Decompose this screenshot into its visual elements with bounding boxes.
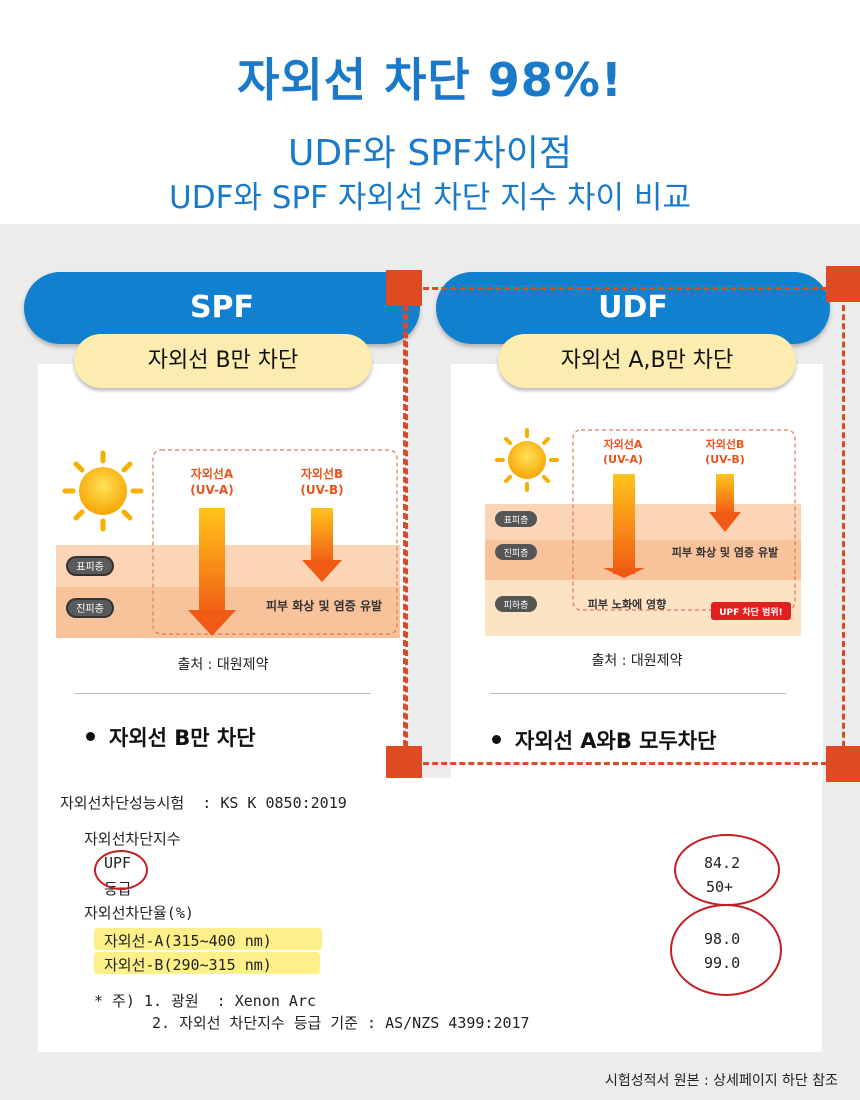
report-footnote: 시험성적서 원본 : 상세페이지 하단 참조 xyxy=(604,1073,838,1089)
udf-layer3-label: 피하층 xyxy=(504,600,529,611)
udf-uva-label: 자외선A xyxy=(604,437,643,451)
bullet-dot-icon xyxy=(492,734,501,744)
page-title: 자외선 차단 98%! xyxy=(237,53,623,107)
frame-corner-icon xyxy=(826,266,860,302)
udf-uvb-label: 자외선B xyxy=(706,437,745,451)
udf-uva-sub: (UV-A) xyxy=(603,453,643,466)
uva-highlight xyxy=(94,928,322,950)
udf-summary-text: 자외선 A와B 모두차단 xyxy=(515,729,717,753)
bullet-dot-icon xyxy=(86,731,95,741)
note-light-source: * 주) 1. 광원 : Xenon Arc xyxy=(94,992,317,1010)
index-values-circle-mark xyxy=(674,834,780,906)
spf-uvb-label: 자외선B xyxy=(301,466,343,481)
spf-uva-sub: (UV-A) xyxy=(190,483,233,497)
index-header: 자외선차단지수 xyxy=(84,830,181,848)
uva-rate-label: 자외선-A(315~400 nm) xyxy=(104,932,272,950)
udf-uv-diagram: 자외선A (UV-A) 자외선B (UV-B) 표피층 진피층 피하층 피부 화… xyxy=(485,428,801,636)
udf-effect-a-label: 피부 노화에 영향 xyxy=(588,597,667,611)
spf-effect-label: 피부 화상 및 염증 유발 xyxy=(266,598,382,613)
udf-uvb-arrow xyxy=(709,474,741,532)
udf-dashed-frame xyxy=(405,287,845,765)
note-grade-standard: 2. 자외선 차단지수 등급 기준 : AS/NZS 4399:2017 xyxy=(152,1014,530,1032)
spf-uva-label: 자외선A xyxy=(191,466,234,481)
frame-corner-icon xyxy=(826,746,860,782)
spf-source: 출처 : 대원제약 xyxy=(177,657,269,673)
udf-summary: 자외선 A와B 모두차단 xyxy=(492,725,716,755)
upf-range-badge: UPF 차단 범위! xyxy=(711,602,791,620)
udf-effect-b-label: 피부 화상 및 염증 유발 xyxy=(672,545,778,559)
rate-values-circle-mark xyxy=(670,904,782,996)
udf-source: 출처 : 대원제약 xyxy=(591,653,683,669)
udf-layer-hypodermis-badge: 피하층 xyxy=(495,596,537,612)
sun-icon xyxy=(495,428,559,492)
spf-coverage-label: 자외선 B만 차단 xyxy=(74,334,372,388)
test-report: 자외선차단성능시험 : KS K 0850:2019 자외선차단지수 UPF 8… xyxy=(38,778,822,1052)
test-title: 자외선차단성능시험 : KS K 0850:2019 xyxy=(60,794,347,812)
rate-header: 자외선차단율(%) xyxy=(84,904,194,922)
spf-uv-diagram: 자외선A (UV-A) 자외선B (UV-B) 표피층 진피층 피부 화상 및 … xyxy=(56,449,400,638)
spf-layer2-label: 진피층 xyxy=(76,603,104,615)
upf-circle-mark xyxy=(94,850,148,890)
udf-layer2-label: 진피층 xyxy=(504,548,529,559)
udf-uvb-sub: (UV-B) xyxy=(705,453,745,466)
header: 자외선 차단 98%! UDF와 SPF차이점 UDF와 SPF 자외선 차단 … xyxy=(0,0,860,224)
udf-divider xyxy=(490,693,786,694)
spf-layer-epidermis-badge: 표피층 xyxy=(66,556,114,576)
uvb-rate-label: 자외선-B(290~315 nm) xyxy=(104,956,272,974)
spf-pill: SPF xyxy=(24,272,420,344)
spf-summary: 자외선 B만 차단 xyxy=(86,722,256,752)
uvb-highlight xyxy=(94,952,320,974)
spf-uvb-arrow xyxy=(302,508,342,582)
spf-summary-text: 자외선 B만 차단 xyxy=(109,726,256,750)
page-subtitle-secondary: UDF와 SPF 자외선 차단 지수 차이 비교 xyxy=(169,180,691,216)
udf-layer-dermis-badge: 진피층 xyxy=(495,544,537,560)
udf-uva-arrow xyxy=(603,474,645,578)
spf-uvb-sub: (UV-B) xyxy=(300,483,343,497)
udf-layer1-label: 표피층 xyxy=(504,515,529,526)
spf-uva-arrow xyxy=(188,508,236,636)
spf-layer1-label: 표피층 xyxy=(76,561,104,573)
udf-layer-epidermis-badge: 표피층 xyxy=(495,511,537,527)
spf-layer-dermis-badge: 진피층 xyxy=(66,598,114,618)
sun-icon xyxy=(62,450,144,532)
udf-coverage-label: 자외선 A,B만 차단 xyxy=(498,334,796,388)
upf-range-badge-label: UPF 차단 범위! xyxy=(719,606,783,618)
frame-corner-icon xyxy=(386,270,422,306)
frame-corner-icon xyxy=(386,746,422,782)
spf-divider xyxy=(75,693,371,694)
udf-pill: UDF xyxy=(436,272,830,344)
page-subtitle: UDF와 SPF차이점 xyxy=(288,133,572,174)
spf-dashed-edge xyxy=(403,286,406,764)
